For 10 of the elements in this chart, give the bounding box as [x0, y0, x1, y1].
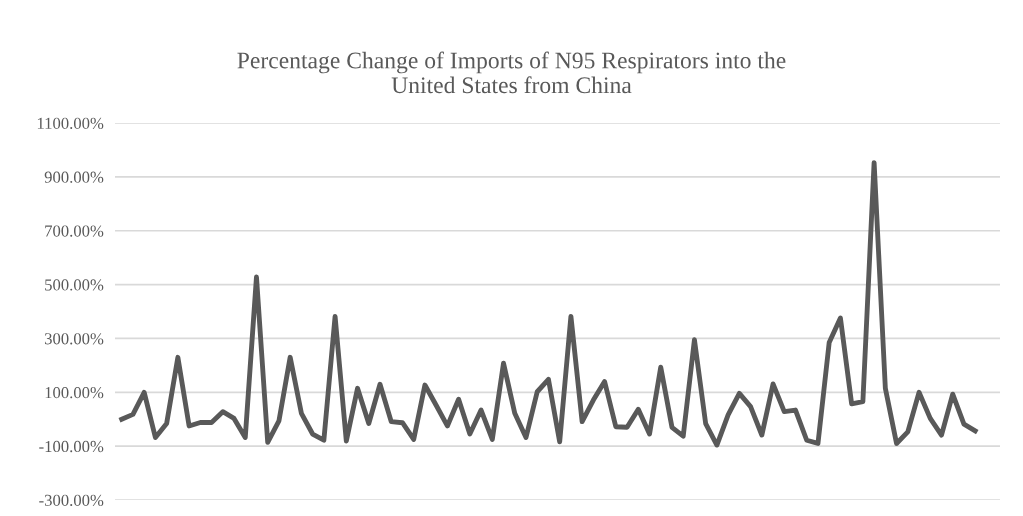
y-tick-label: 1100.00% — [37, 117, 104, 130]
y-tick-label: 700.00% — [45, 225, 104, 237]
line-series — [119, 160, 978, 448]
y-tick-label: 500.00% — [45, 279, 104, 291]
y-tick-label: -100.00% — [39, 440, 104, 453]
y-tick-label: 300.00% — [44, 333, 104, 345]
y-tick-label: -300.00% — [39, 494, 104, 507]
y-tick-label: 100.00% — [45, 386, 104, 399]
chart-title: Percentage Change of Imports of N95 Respirators into the United States from China — [237, 51, 786, 94]
y-tick-label: 900.00% — [44, 171, 104, 183]
